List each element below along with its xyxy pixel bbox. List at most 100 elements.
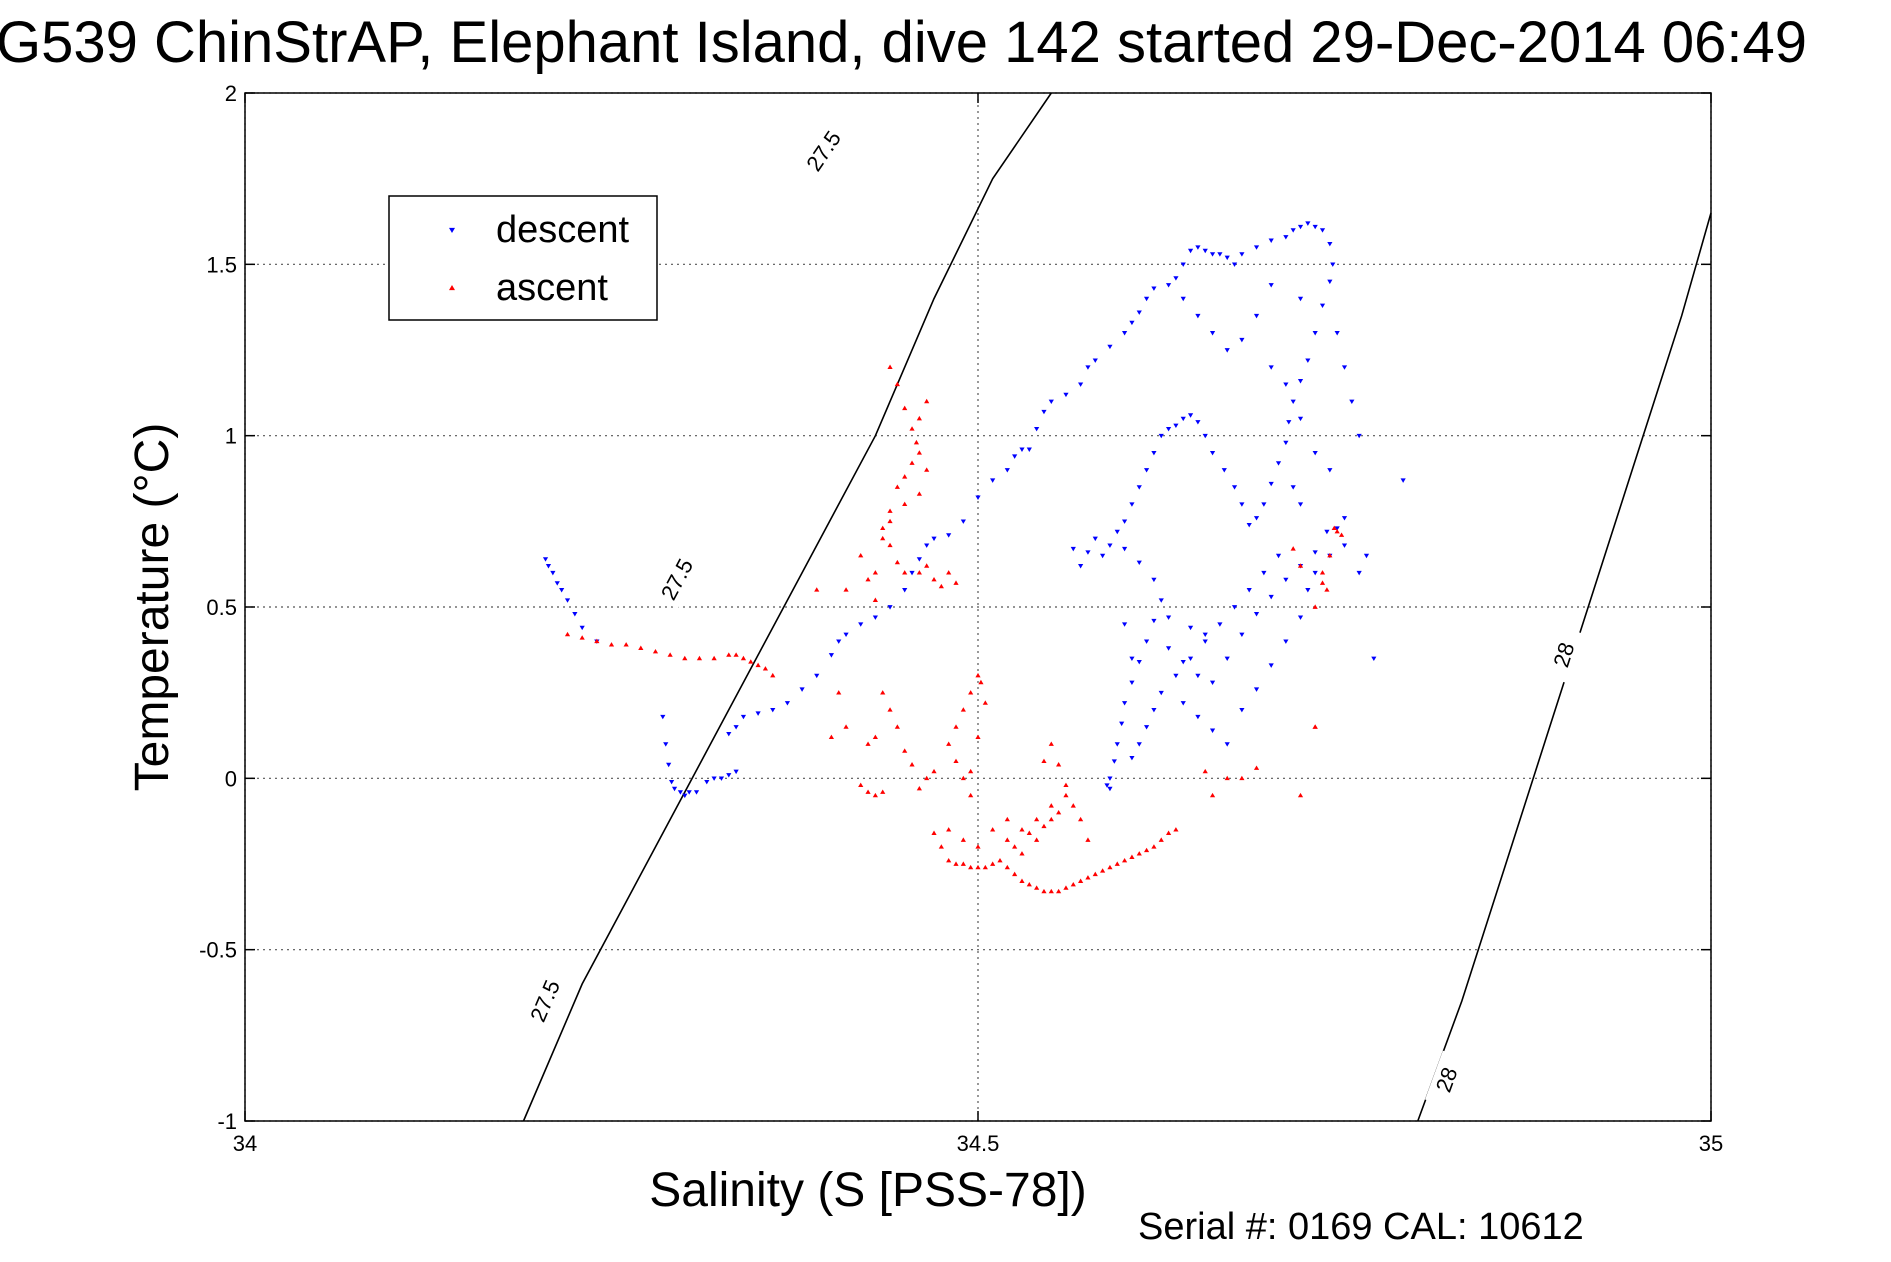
descent-point: [828, 653, 834, 658]
descent-point: [1327, 241, 1333, 247]
descent-point: [1078, 382, 1084, 387]
ascent-point: [978, 679, 984, 685]
ascent-point: [894, 381, 900, 387]
ascent-point: [1026, 881, 1032, 887]
descent-point: [1312, 224, 1318, 230]
descent-point: [1209, 728, 1216, 733]
descent-point: [1268, 663, 1274, 668]
descent-point: [1114, 529, 1120, 535]
descent-point: [1327, 468, 1333, 473]
ascent-point: [968, 768, 974, 774]
contour-label-background: [652, 550, 703, 610]
ascent-point: [1165, 830, 1172, 835]
x-axis-ticks: 34 34.5 35: [233, 93, 1723, 1156]
ascent-point: [1327, 553, 1333, 558]
descent-point: [1231, 262, 1238, 267]
descent-point: [1239, 337, 1245, 343]
ascent-point: [1297, 563, 1304, 568]
y-tick-label: 1.5: [206, 252, 237, 277]
descent-point: [1253, 313, 1260, 319]
descent-point: [931, 536, 937, 542]
descent-point: [1187, 625, 1194, 631]
descent-point: [663, 742, 669, 747]
descent-point: [946, 533, 952, 538]
ascent-point: [982, 864, 988, 870]
descent-point: [1268, 594, 1274, 600]
descent-point: [1334, 331, 1340, 336]
ascent-point: [902, 748, 908, 753]
descent-point: [1341, 543, 1348, 548]
ascent-point: [960, 775, 966, 781]
ascent-point: [1019, 851, 1025, 856]
ascent-point: [682, 655, 688, 661]
ascent-point: [1056, 762, 1062, 767]
descent-point: [1341, 516, 1348, 521]
descent-point: [1151, 577, 1157, 583]
descent-point: [1122, 701, 1128, 706]
descent-point: [1312, 570, 1318, 576]
descent-point: [572, 612, 578, 617]
ascent-point: [1063, 792, 1069, 798]
contour-label-background: [1543, 625, 1586, 685]
descent-point: [1129, 656, 1135, 661]
descent-point: [1143, 468, 1150, 473]
descent-point: [682, 793, 688, 799]
ascent-point: [953, 580, 959, 585]
ascent-point: [1290, 546, 1296, 551]
ascent-point: [1173, 827, 1179, 832]
ascent-point: [1056, 888, 1062, 894]
descent-point: [1012, 454, 1018, 459]
ascent-point: [711, 655, 717, 661]
descent-point: [1224, 656, 1230, 661]
density-contour-line-0: [522, 92, 1052, 1122]
ascent-point: [828, 734, 834, 740]
ascent-point: [975, 844, 981, 849]
descent-point: [1136, 310, 1142, 315]
y-axis-ticks: -1 -0.5 0 0.5 1 1.5 2: [199, 81, 1711, 1134]
ascent-point: [946, 827, 952, 832]
ascent-point: [858, 553, 864, 558]
descent-point: [579, 625, 585, 631]
ascent-point: [1312, 604, 1318, 609]
ascent-point: [858, 782, 864, 788]
ascent-point: [960, 837, 966, 842]
descent-point: [1283, 382, 1289, 387]
ascent-point: [564, 631, 571, 637]
descent-point: [1165, 646, 1172, 651]
ascent-point: [894, 724, 900, 729]
ascent-point: [1092, 871, 1098, 877]
ascent-point: [1085, 837, 1091, 842]
ascent-point: [872, 597, 878, 602]
descent-point: [1165, 615, 1172, 620]
ascent-point: [913, 439, 920, 445]
ascent-point: [1048, 816, 1054, 822]
descent-point: [1275, 461, 1282, 466]
chart-title: G539 ChinStrAP, Elephant Island, dive 14…: [0, 10, 1807, 75]
descent-point: [1195, 673, 1201, 679]
descent-point: [1297, 502, 1304, 507]
descent-point: [1261, 570, 1267, 576]
descent-point: [1129, 320, 1135, 326]
legend-marker-descent: [449, 227, 455, 233]
serial-number-text: Serial #: 0169 CAL: 10612: [1138, 1206, 1584, 1248]
ascent-point: [1319, 570, 1326, 575]
y-tick-label: 1: [225, 424, 237, 449]
descent-point: [1334, 526, 1340, 531]
legend-label-ascent: ascent: [496, 267, 608, 309]
ascent-point: [975, 864, 981, 870]
legend-item-descent: descent: [449, 209, 630, 251]
ascent-point: [909, 762, 915, 767]
descent-point: [1224, 348, 1230, 353]
ascent-point: [924, 398, 930, 404]
ascent-point: [1070, 881, 1076, 887]
x-tick-label: 34: [233, 1131, 257, 1156]
ascent-point: [1034, 885, 1040, 890]
descent-point: [1305, 358, 1311, 363]
ascent-point: [887, 518, 893, 524]
ascent-point: [924, 563, 930, 568]
ascent-point: [843, 587, 849, 592]
ascent-point: [726, 652, 732, 657]
ascent-point: [931, 830, 937, 835]
descent-point: [799, 687, 805, 692]
